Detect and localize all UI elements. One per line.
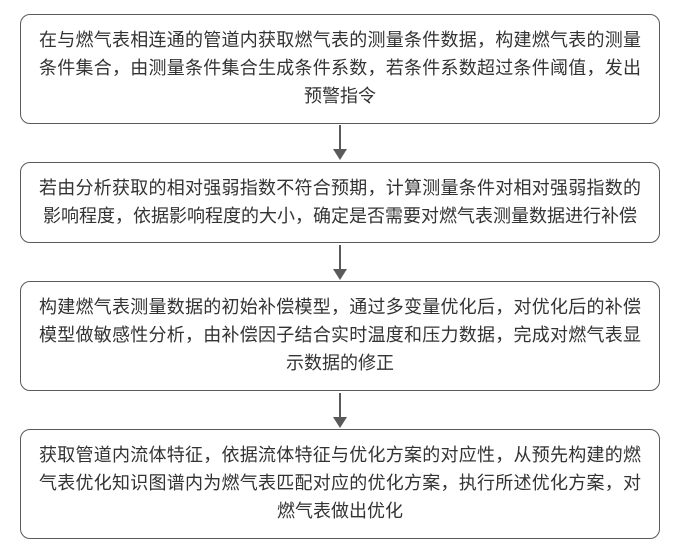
flow-node-1-text: 在与燃气表相连通的管道内获取燃气表的测量条件数据，构建燃气表的测量条件集合，由测… bbox=[39, 30, 641, 106]
flow-node-2: 若由分析获取的相对强弱指数不符合预期，计算测量条件对相对强弱指数的影响程度，依据… bbox=[20, 162, 660, 244]
flow-node-3-text: 构建燃气表测量数据的初始补偿模型，通过多变量优化后，对优化后的补偿模型做敏感性分… bbox=[39, 297, 641, 373]
arrow-shaft bbox=[339, 125, 341, 149]
flowchart-container: 在与燃气表相连通的管道内获取燃气表的测量条件数据，构建燃气表的测量条件集合，由测… bbox=[20, 14, 660, 539]
flow-node-4-text: 获取管道内流体特征，依据流体特征与优化方案的对应性，从预先构建的燃气表优化知识图… bbox=[39, 445, 641, 521]
arrow-head-icon bbox=[333, 149, 347, 160]
flow-node-3: 构建燃气表测量数据的初始补偿模型，通过多变量优化后，对优化后的补偿模型做敏感性分… bbox=[20, 281, 660, 391]
flow-arrow-3 bbox=[333, 391, 347, 429]
flow-arrow-1 bbox=[333, 124, 347, 162]
flow-node-1: 在与燃气表相连通的管道内获取燃气表的测量条件数据，构建燃气表的测量条件集合，由测… bbox=[20, 14, 660, 124]
flow-node-2-text: 若由分析获取的相对强弱指数不符合预期，计算测量条件对相对强弱指数的影响程度，依据… bbox=[39, 178, 641, 226]
flow-node-4: 获取管道内流体特征，依据流体特征与优化方案的对应性，从预先构建的燃气表优化知识图… bbox=[20, 429, 660, 539]
arrow-head-icon bbox=[333, 269, 347, 280]
arrow-shaft bbox=[339, 245, 341, 269]
flow-arrow-2 bbox=[333, 243, 347, 281]
arrow-head-icon bbox=[333, 417, 347, 428]
arrow-shaft bbox=[339, 393, 341, 417]
